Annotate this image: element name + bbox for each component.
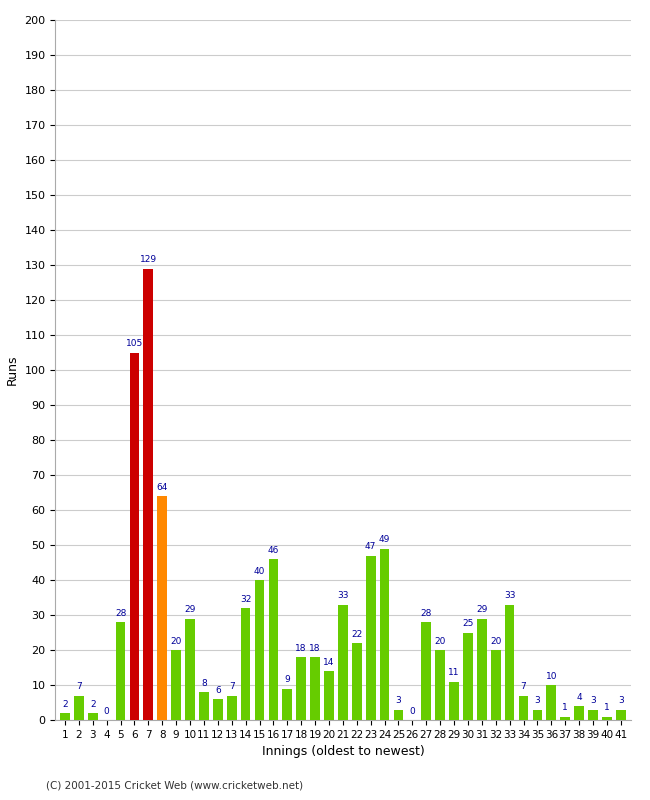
Text: (C) 2001-2015 Cricket Web (www.cricketweb.net): (C) 2001-2015 Cricket Web (www.cricketwe… [46,780,303,790]
Text: 28: 28 [421,609,432,618]
Text: 3: 3 [590,696,596,706]
Text: 1: 1 [604,703,610,712]
Y-axis label: Runs: Runs [6,354,19,386]
Text: 3: 3 [396,696,401,706]
Text: 7: 7 [76,682,82,691]
Text: 11: 11 [448,668,460,678]
Bar [380,549,389,720]
Bar [560,717,570,720]
Bar [227,695,237,720]
Text: 14: 14 [323,658,335,667]
Bar [171,650,181,720]
Bar [366,555,376,720]
Bar [116,622,125,720]
Text: 0: 0 [104,707,110,716]
Text: 18: 18 [296,644,307,653]
Text: 7: 7 [229,682,235,691]
Text: 10: 10 [545,672,557,681]
Bar [547,685,556,720]
Text: 33: 33 [337,591,348,600]
Bar [185,618,195,720]
Text: 28: 28 [115,609,126,618]
Bar [436,650,445,720]
Text: 46: 46 [268,546,279,555]
Text: 47: 47 [365,542,376,551]
Bar [394,710,403,720]
Bar [74,695,84,720]
Bar [310,657,320,720]
Text: 20: 20 [490,637,501,646]
Bar [352,643,361,720]
Text: 25: 25 [462,619,474,628]
Bar [268,559,278,720]
Bar [491,650,500,720]
Bar [421,622,431,720]
Text: 4: 4 [577,693,582,702]
Bar [505,605,515,720]
Bar [157,496,167,720]
Text: 33: 33 [504,591,515,600]
Text: 32: 32 [240,595,252,604]
Bar [602,717,612,720]
Bar [449,682,459,720]
Bar [532,710,542,720]
Text: 129: 129 [140,255,157,264]
Bar [240,608,250,720]
Text: 8: 8 [201,678,207,688]
Bar [574,706,584,720]
Text: 0: 0 [410,707,415,716]
X-axis label: Innings (oldest to newest): Innings (oldest to newest) [261,746,424,758]
Text: 2: 2 [62,700,68,709]
Text: 6: 6 [215,686,221,694]
Text: 9: 9 [285,675,290,684]
Bar [463,633,473,720]
Bar [324,671,334,720]
Text: 3: 3 [618,696,623,706]
Text: 20: 20 [170,637,182,646]
Bar [129,353,139,720]
Text: 7: 7 [521,682,526,691]
Bar [477,618,487,720]
Text: 18: 18 [309,644,321,653]
Bar [338,605,348,720]
Bar [88,713,97,720]
Bar [519,695,528,720]
Text: 20: 20 [434,637,446,646]
Text: 40: 40 [254,566,265,576]
Bar [199,692,209,720]
Text: 2: 2 [90,700,96,709]
Text: 22: 22 [351,630,363,638]
Bar [255,580,265,720]
Bar [616,710,626,720]
Bar [213,699,223,720]
Text: 49: 49 [379,535,390,544]
Bar [283,689,292,720]
Bar [144,269,153,720]
Text: 29: 29 [476,606,488,614]
Text: 105: 105 [126,339,143,348]
Bar [296,657,306,720]
Text: 3: 3 [534,696,540,706]
Bar [60,713,70,720]
Text: 64: 64 [157,482,168,492]
Bar [588,710,598,720]
Text: 29: 29 [185,606,196,614]
Text: 1: 1 [562,703,568,712]
